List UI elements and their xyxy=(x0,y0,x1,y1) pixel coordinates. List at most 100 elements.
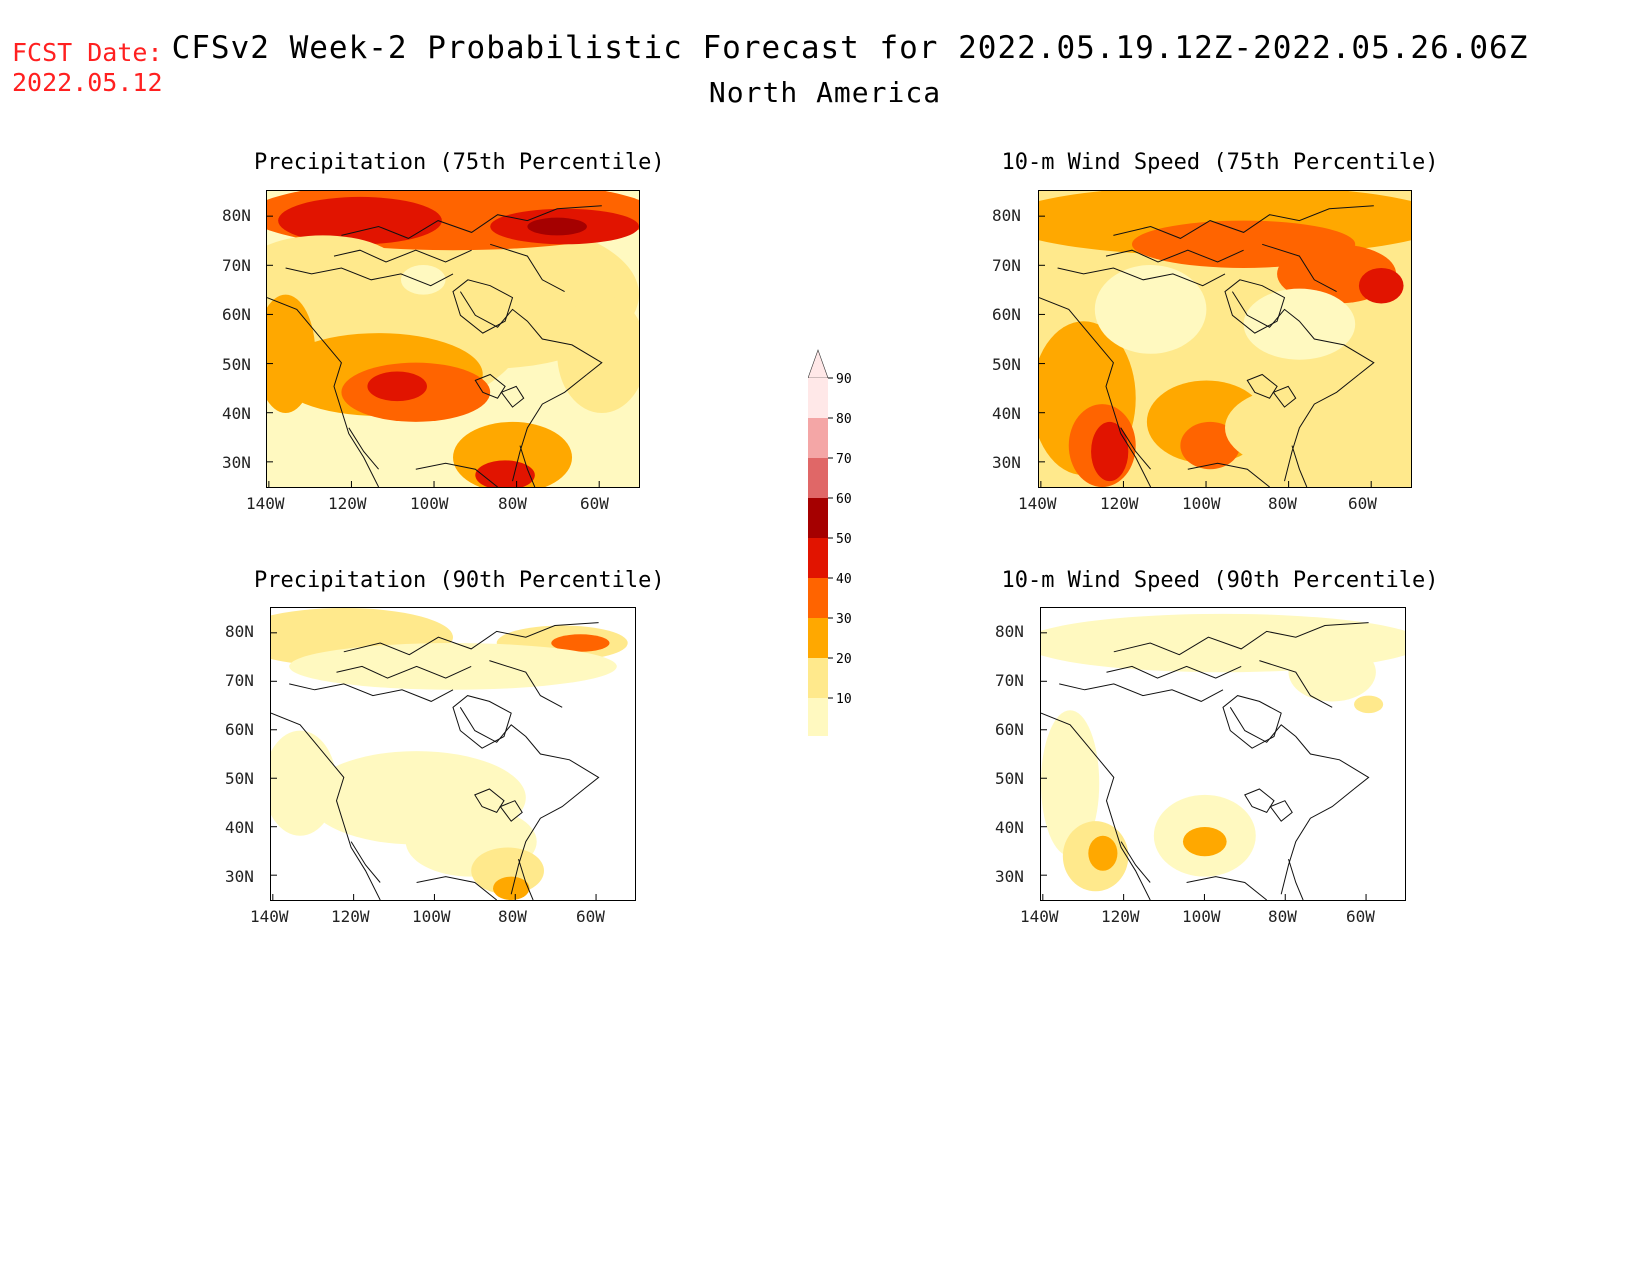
coastline xyxy=(1280,788,1355,895)
coastline xyxy=(1222,695,1282,749)
lon-label: 60W xyxy=(580,494,609,513)
panel-title-wind75: 10-m Wind Speed (75th Percentile) xyxy=(1001,150,1439,175)
colorbar-swatch-60 xyxy=(808,498,828,538)
lat-label: 70N xyxy=(995,671,1024,690)
coastline xyxy=(1262,243,1337,293)
coastline xyxy=(267,297,380,487)
map-panel-wind75 xyxy=(1038,190,1412,488)
coastline xyxy=(336,665,472,679)
coastline xyxy=(1120,427,1151,470)
map-panel-wind90 xyxy=(1040,607,1406,901)
contour-region-50 xyxy=(475,460,535,487)
lat-label: 80N xyxy=(222,206,251,225)
coastline xyxy=(285,267,454,287)
lat-label: 40N xyxy=(995,818,1024,837)
coastline xyxy=(415,462,498,487)
lat-label: 30N xyxy=(992,453,1021,472)
panel-title-precip90: Precipitation (90th Percentile) xyxy=(254,568,665,593)
lon-label: 140W xyxy=(250,907,289,926)
coastline xyxy=(1113,622,1369,656)
colorbar-label-40: 40 xyxy=(836,572,852,587)
lat-label: 70N xyxy=(222,256,251,275)
coastline xyxy=(452,695,512,749)
coastline xyxy=(1106,665,1242,679)
colorbar-swatch-80 xyxy=(808,418,828,458)
lat-label: 40N xyxy=(992,404,1021,423)
lat-label: 80N xyxy=(995,622,1024,641)
coastline xyxy=(500,385,525,408)
lon-label: 140W xyxy=(246,494,285,513)
colorbar-swatch-10 xyxy=(808,698,828,738)
lon-label: 60W xyxy=(1348,494,1377,513)
lat-label: 60N xyxy=(225,720,254,739)
lon-label: 100W xyxy=(412,907,451,926)
coastline xyxy=(519,445,536,487)
contour-region-30 xyxy=(1088,835,1118,871)
lat-label: 60N xyxy=(992,305,1021,324)
contour-region-30 xyxy=(493,876,530,900)
lat-label: 40N xyxy=(225,818,254,837)
contour-region-50 xyxy=(367,371,427,402)
lon-label: 100W xyxy=(1182,494,1221,513)
colorbar-label-10: 10 xyxy=(836,692,852,707)
forecast-date-label: FCST Date: xyxy=(12,38,163,67)
contour-region-30 xyxy=(267,294,316,413)
lat-label: 30N xyxy=(225,867,254,886)
lat-label: 80N xyxy=(992,206,1021,225)
coastline xyxy=(271,712,381,900)
coastline xyxy=(518,858,534,900)
coastline xyxy=(489,660,563,708)
colorbar-label-50: 50 xyxy=(836,532,852,547)
coastline xyxy=(512,374,588,482)
forecast-date-block: FCST Date: 2022.05.12 xyxy=(12,38,163,98)
contour-region-50 xyxy=(278,196,442,245)
coastline xyxy=(289,683,454,702)
forecast-date-value: 2022.05.12 xyxy=(12,68,163,97)
colorbar: 90 80 70 60 50 40 30 20 10 xyxy=(807,336,888,775)
coastline xyxy=(341,205,602,239)
contour-region-50 xyxy=(1358,267,1404,304)
lon-label: 120W xyxy=(1101,907,1140,926)
coastline xyxy=(1288,858,1304,900)
lon-label: 60W xyxy=(576,907,605,926)
contour-region-10 xyxy=(1094,265,1207,354)
lat-label: 50N xyxy=(225,769,254,788)
map-svg xyxy=(271,608,628,900)
coastline xyxy=(1244,788,1275,814)
coastline xyxy=(510,788,585,895)
coastline xyxy=(343,622,599,656)
lat-label: 60N xyxy=(995,720,1024,739)
coastline xyxy=(1231,291,1375,375)
lat-label: 80N xyxy=(225,622,254,641)
contour-region-50 xyxy=(1091,421,1129,482)
lon-label: 80W xyxy=(1268,907,1297,926)
contour-region-40 xyxy=(551,634,610,652)
coastline xyxy=(1269,800,1293,822)
lat-label: 70N xyxy=(992,256,1021,275)
coastline xyxy=(1272,385,1297,408)
contour-region-10 xyxy=(1243,288,1356,360)
map-svg xyxy=(1041,613,1405,900)
coastline xyxy=(459,291,603,375)
colorbar-top-arrow xyxy=(807,349,829,379)
coastline xyxy=(1120,841,1151,883)
contour-region-10 xyxy=(1288,643,1376,702)
colorbar-swatch-40 xyxy=(808,578,828,618)
colorbar-swatch-70 xyxy=(808,458,828,498)
contour-region-10 xyxy=(289,643,617,690)
coastline xyxy=(1186,876,1268,900)
colorbar-swatch-20 xyxy=(808,658,828,698)
coastline xyxy=(1229,707,1370,790)
colorbar-swatch-50 xyxy=(808,538,828,578)
contour-region-20 xyxy=(557,294,639,413)
coastline xyxy=(1059,683,1224,702)
lon-label: 100W xyxy=(1182,907,1221,926)
coastline xyxy=(1057,267,1226,287)
coastline xyxy=(1224,279,1286,334)
coastline xyxy=(1284,374,1360,482)
lon-label: 80W xyxy=(498,907,527,926)
coastline xyxy=(1259,660,1333,708)
coastline xyxy=(1113,205,1374,239)
contour-region-20 xyxy=(267,235,398,295)
lon-label: 80W xyxy=(498,494,527,513)
